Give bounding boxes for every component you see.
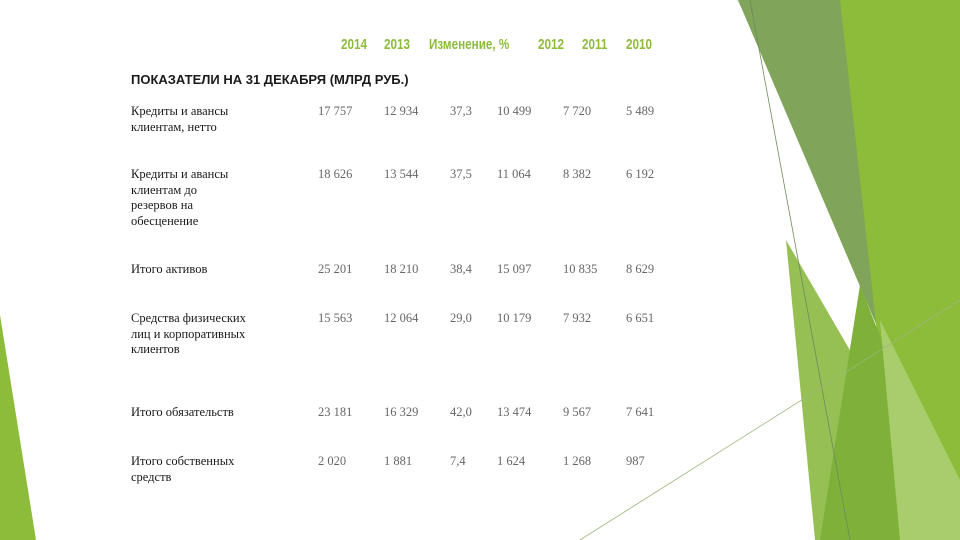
table-cell: 37,3 [450,104,472,118]
row-label: Средства физических лиц и корпоративных … [131,311,246,356]
bottom-right-light-triangle [880,320,960,540]
table-cell: 9 567 [563,405,592,419]
right-edge-triangle [840,0,960,540]
header-year-2010: 2010 [626,36,653,53]
header-change-percent: Изменение, % [429,36,510,53]
table-cell: 12 934 [384,104,419,118]
table-cell: 6 651 [626,311,655,325]
table-cell: 13 544 [384,167,419,181]
table-cell: 10 499 [497,104,532,118]
table-cell: 25 201 [318,262,353,276]
table-cell: 5 489 [626,104,655,118]
table-cell: 7 720 [563,104,592,118]
thin-line-2 [579,299,960,540]
section-title: ПОКАЗАТЕЛИ НА 31 ДЕКАБРЯ (МЛРД РУБ.) [131,72,409,87]
table-cell: 42,0 [450,405,472,419]
table-cell: 23 181 [318,405,353,419]
table-cell: 11 064 [497,167,531,181]
table-cell: 6 192 [626,167,655,181]
table-cell: 987 [626,454,645,468]
table-cell: 2 020 [318,454,347,468]
table-cell: 12 064 [384,311,419,325]
table-cell: 18 626 [318,167,353,181]
table-cell: 1 624 [497,454,526,468]
header-year-2012: 2012 [538,36,565,53]
row-label: Итого собственных средств [131,454,235,484]
header-year-2011: 2011 [582,36,608,53]
table-cell: 7 641 [626,405,655,419]
table-cell: 37,5 [450,167,472,181]
table-cell: 1 268 [563,454,592,468]
table-cell: 15 097 [497,262,532,276]
table-cell: 16 329 [384,405,419,419]
table-cell: 10 835 [563,262,598,276]
row-label: Кредиты и авансы клиентам до резервов на… [131,167,229,228]
left-triangle [0,315,36,540]
table-cell: 29,0 [450,311,472,325]
table-cell: 8 382 [563,167,592,181]
table-cell: 8 629 [626,262,655,276]
table-cell: 1 881 [384,454,413,468]
row-label: Итого обязательств [131,405,234,419]
table-cell: 7,4 [450,454,466,468]
table-cell: 17 757 [318,104,353,118]
table-cell: 18 210 [384,262,419,276]
top-right-dark-triangle [738,0,885,345]
table-cell: 38,4 [450,262,472,276]
table-cell: 7 932 [563,311,592,325]
table-cell: 10 179 [497,311,532,325]
thin-line-1 [749,0,851,540]
header-year-2014: 2014 [341,36,368,53]
table-cell: 13 474 [497,405,532,419]
row-label: Кредиты и авансы клиентам, нетто [131,104,229,134]
table-cell: 15 563 [318,311,353,325]
header-year-2013: 2013 [384,36,411,53]
row-label: Итого активов [131,262,208,276]
